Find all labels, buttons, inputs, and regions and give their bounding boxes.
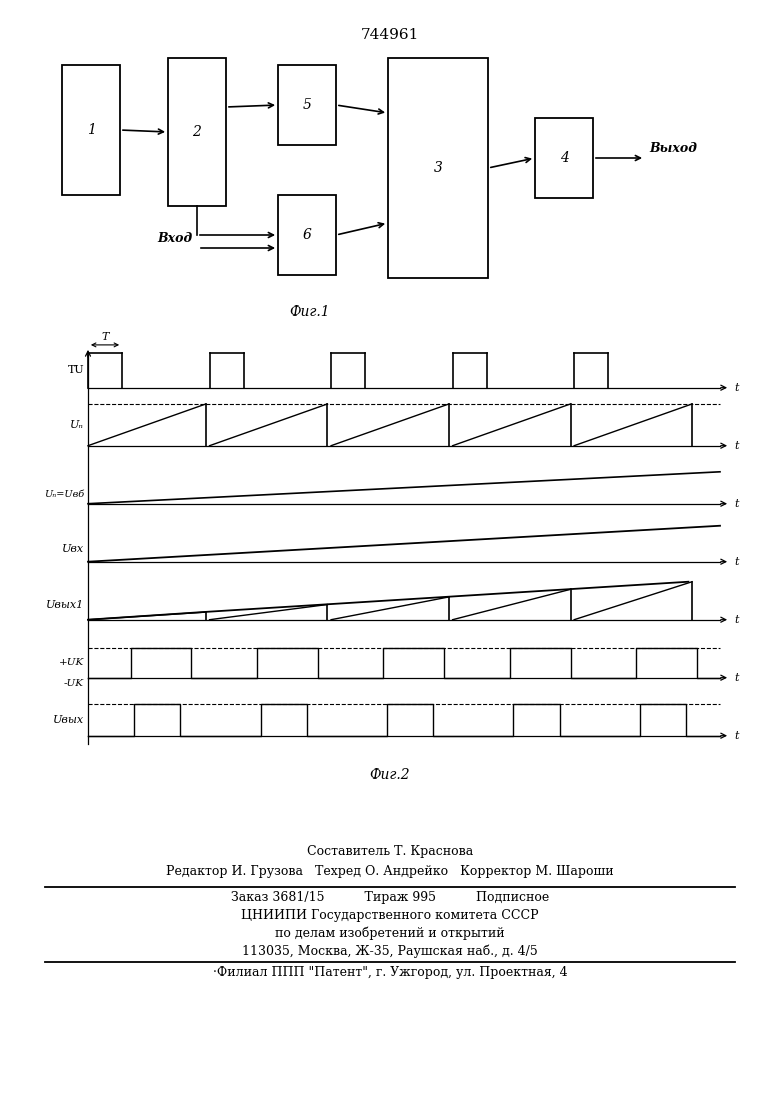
Text: Фиг.1: Фиг.1 (289, 306, 330, 319)
Text: Составитель Т. Краснова: Составитель Т. Краснова (307, 845, 473, 858)
Bar (62, 65, 120, 195)
Text: Вход: Вход (158, 232, 193, 245)
Bar (388, 58, 488, 278)
Text: t: t (734, 441, 739, 451)
Text: t: t (734, 557, 739, 567)
Text: 6: 6 (303, 228, 311, 242)
Text: 2: 2 (193, 125, 201, 139)
Text: Редактор И. Грузова   Техред О. Андрейко   Корректор М. Шароши: Редактор И. Грузова Техред О. Андрейко К… (166, 865, 614, 878)
Text: t: t (734, 673, 739, 683)
Text: ЦНИИПИ Государственного комитета СССР: ЦНИИПИ Государственного комитета СССР (241, 909, 539, 922)
Bar (168, 58, 226, 206)
Bar (535, 118, 593, 199)
Text: Заказ 3681/15          Тираж 995          Подписное: Заказ 3681/15 Тираж 995 Подписное (231, 891, 549, 904)
Text: Uвых1: Uвых1 (46, 600, 84, 610)
Text: Фиг.2: Фиг.2 (370, 768, 410, 782)
Text: t: t (734, 614, 739, 624)
Text: ТU: ТU (67, 365, 84, 375)
Text: -UK: -UK (64, 679, 84, 688)
Bar (278, 195, 336, 275)
Text: 3: 3 (434, 161, 442, 175)
Text: 744961: 744961 (361, 28, 419, 42)
Text: +UK: +UK (58, 658, 84, 667)
Text: 5: 5 (303, 98, 311, 113)
Text: Uₙ=Uвб: Uₙ=Uвб (44, 490, 84, 499)
Text: 1: 1 (87, 124, 95, 137)
Text: t: t (734, 383, 739, 393)
Text: Uвх: Uвх (62, 544, 84, 554)
Text: t: t (734, 499, 739, 508)
Text: ·Филиал ППП "Патент", г. Ужгород, ул. Проектная, 4: ·Филиал ППП "Патент", г. Ужгород, ул. Пр… (213, 966, 567, 979)
Text: Uвых: Uвых (53, 715, 84, 725)
Text: 4: 4 (559, 151, 569, 165)
Text: по делам изобретений и открытий: по делам изобретений и открытий (275, 927, 505, 941)
Text: Uₙ: Uₙ (70, 420, 84, 430)
Text: T: T (101, 332, 108, 342)
Bar (278, 65, 336, 144)
Text: 113035, Москва, Ж-35, Раушская наб., д. 4/5: 113035, Москва, Ж-35, Раушская наб., д. … (242, 945, 538, 959)
Text: t: t (734, 730, 739, 741)
Text: Выход: Выход (649, 142, 697, 156)
